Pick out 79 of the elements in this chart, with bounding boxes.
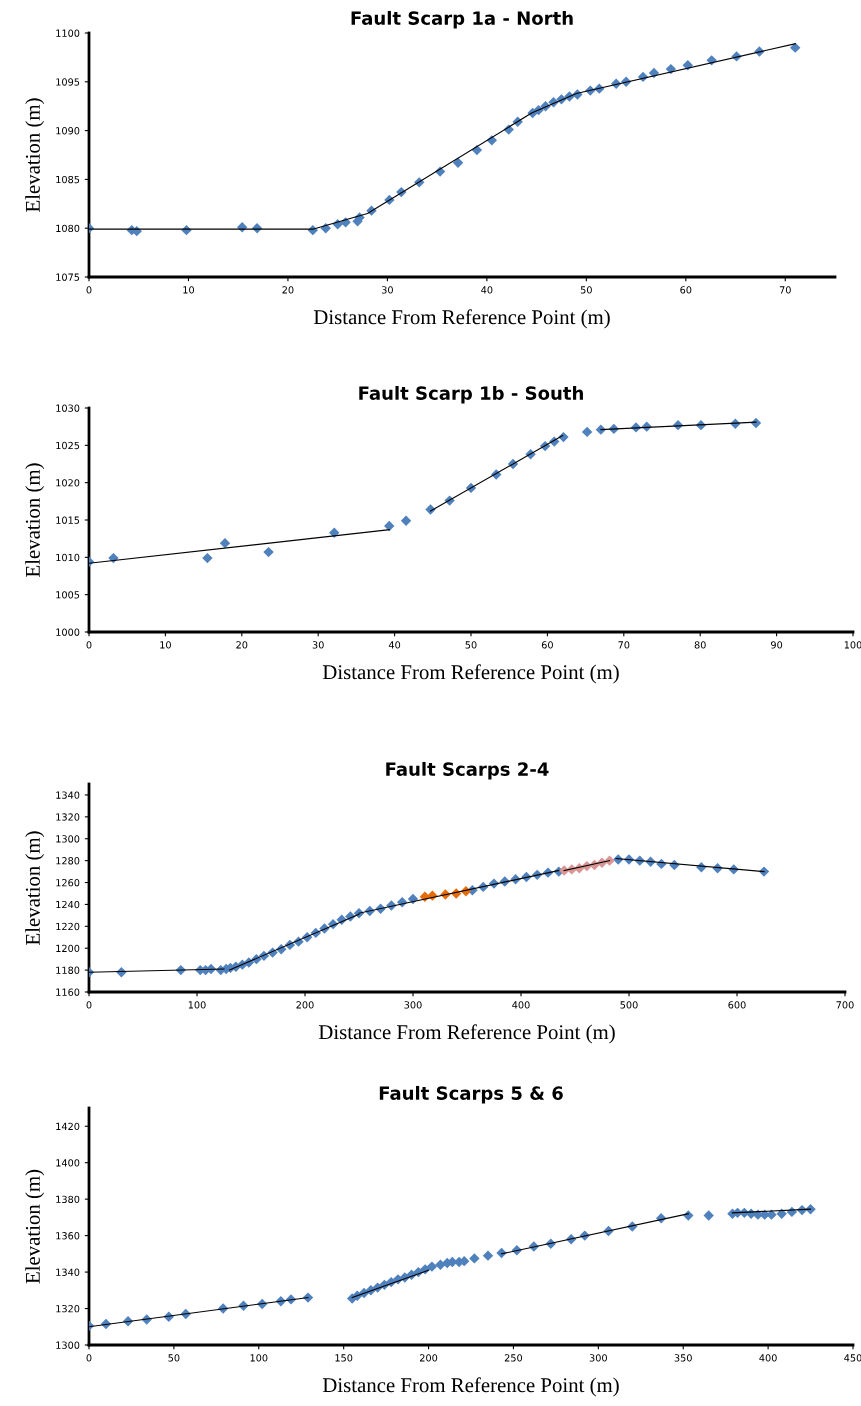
y-tick-label: 1020 — [56, 479, 80, 487]
y-tick-label: 1420 — [56, 1122, 80, 1131]
y-tick-label: 1100 — [56, 29, 80, 37]
chart-title: Fault Scarp 1b - South — [359, 385, 583, 404]
y-axis-title: Elevation (m) — [25, 831, 45, 945]
x-tick-label: 100 — [188, 1001, 206, 1009]
chart-title: Fault Scarps 2-4 — [386, 761, 549, 780]
y-tick-label: 1220 — [56, 922, 80, 931]
y-tick-label: 1030 — [56, 404, 80, 412]
y-tick-label: 1010 — [56, 553, 80, 562]
x-tick-label: 50 — [580, 286, 592, 294]
x-tick-label: 50 — [465, 641, 477, 649]
y-tick-label: 1240 — [56, 900, 80, 909]
y-tick-label: 1080 — [56, 224, 80, 233]
x-tick-label: 400 — [759, 1354, 777, 1362]
x-tick-label: 40 — [388, 641, 401, 649]
x-tick-label: 70 — [779, 286, 791, 294]
y-tick-label: 1090 — [56, 127, 80, 135]
x-tick-label: 0 — [86, 1001, 92, 1009]
x-tick-label: 700 — [836, 1001, 854, 1009]
x-tick-label: 100 — [250, 1354, 268, 1362]
x-tick-label: 50 — [168, 1354, 180, 1362]
x-tick-label: 450 — [844, 1354, 861, 1362]
y-tick-label: 1005 — [56, 591, 80, 599]
x-tick-label: 200 — [419, 1354, 438, 1362]
y-tick-label: 1300 — [56, 1341, 80, 1349]
y-tick-label: 1000 — [56, 628, 80, 636]
y-axis-title: Elevation (m) — [25, 98, 45, 212]
y-tick-label: 1340 — [56, 1268, 80, 1276]
y-tick-label: 1025 — [56, 441, 80, 450]
x-tick-label: 90 — [771, 641, 783, 649]
x-tick-label: 100 — [844, 641, 861, 649]
x-tick-label: 250 — [504, 1354, 523, 1362]
x-tick-label: 0 — [86, 286, 92, 294]
y-tick-label: 1160 — [56, 988, 80, 996]
y-tick-label: 1360 — [56, 1232, 80, 1240]
x-axis-title: Distance From Reference Point (m) — [322, 664, 619, 684]
x-tick-label: 80 — [694, 641, 706, 649]
x-tick-label: 400 — [512, 1001, 530, 1009]
x-tick-label: 20 — [236, 641, 248, 649]
y-tick-label: 1260 — [56, 879, 80, 887]
chart-title: Fault Scarps 5 & 6 — [379, 1085, 563, 1104]
y-tick-label: 1320 — [56, 813, 80, 821]
y-tick-label: 1075 — [56, 273, 80, 281]
x-axis-title: Distance From Reference Point (m) — [322, 1377, 619, 1397]
y-tick-label: 1340 — [56, 791, 80, 799]
x-axis-title: Distance From Reference Point (m) — [318, 1024, 615, 1044]
x-tick-label: 300 — [404, 1001, 422, 1009]
x-tick-label: 60 — [680, 286, 692, 294]
x-tick-label: 20 — [282, 286, 294, 294]
x-tick-label: 10 — [160, 641, 171, 649]
x-tick-label: 40 — [481, 286, 493, 294]
x-tick-label: 10 — [183, 286, 195, 294]
y-tick-label: 1200 — [56, 944, 80, 953]
x-tick-label: 30 — [381, 286, 393, 294]
x-tick-label: 350 — [674, 1354, 692, 1362]
y-axis-title: Elevation (m) — [25, 1169, 45, 1284]
x-tick-label: 300 — [589, 1354, 607, 1362]
y-tick-label: 1380 — [56, 1195, 80, 1203]
x-tick-label: 0 — [86, 641, 92, 649]
y-tick-label: 1300 — [56, 835, 80, 843]
y-tick-label: 1015 — [56, 516, 80, 524]
x-tick-label: 0 — [86, 1354, 92, 1362]
x-tick-label: 150 — [335, 1354, 353, 1362]
x-tick-label: 200 — [296, 1001, 314, 1009]
chart-title: Fault Scarp 1a - North — [351, 10, 573, 29]
y-tick-label: 1400 — [56, 1159, 80, 1167]
x-tick-label: 70 — [618, 641, 630, 649]
y-tick-label: 1095 — [56, 78, 80, 86]
y-tick-label: 1180 — [56, 966, 80, 974]
y-tick-label: 1085 — [56, 175, 80, 184]
y-tick-label: 1320 — [56, 1305, 80, 1313]
y-tick-label: 1280 — [56, 857, 80, 865]
x-tick-label: 500 — [620, 1001, 638, 1009]
x-tick-label: 30 — [312, 641, 324, 649]
x-tick-label: 60 — [541, 641, 553, 649]
y-axis-title: Elevation (m) — [25, 463, 45, 577]
x-axis-title: Distance From Reference Point (m) — [313, 309, 610, 329]
x-tick-label: 600 — [728, 1001, 746, 1009]
